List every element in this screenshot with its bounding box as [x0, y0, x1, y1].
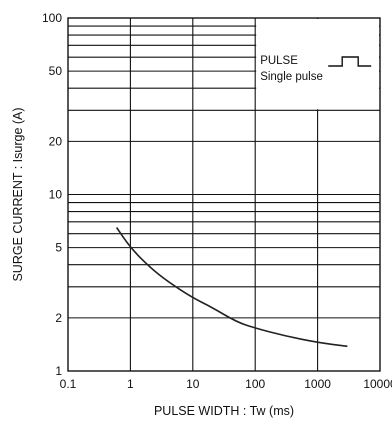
- x-axis-label: PULSE WIDTH : Tw (ms): [154, 404, 294, 418]
- x-tick-label: 1000: [304, 377, 331, 391]
- legend-subtitle: Single pulse: [260, 71, 323, 83]
- y-axis-label: SURGE CURRENT : Isurge (A): [11, 107, 25, 281]
- y-tick-label: 2: [55, 311, 62, 325]
- legend-title: PULSE: [260, 55, 298, 67]
- y-tick-label: 50: [49, 64, 63, 78]
- x-tick-label: 0.1: [60, 377, 77, 391]
- legend: PULSE Single pulse: [256, 19, 379, 110]
- series-layer: [115, 227, 348, 348]
- x-tick-label: 10: [186, 377, 200, 391]
- y-tick-label: 20: [49, 134, 63, 148]
- plot-frame: [67, 17, 381, 372]
- y-tick-label: 10: [49, 188, 63, 202]
- x-tick-label: 1: [127, 377, 134, 391]
- tick-labels: 0.1110100100010000125102050100: [42, 11, 392, 391]
- y-tick-label: 100: [42, 11, 62, 25]
- y-tick-label: 5: [55, 241, 62, 255]
- surge-current-curve: [115, 227, 348, 348]
- x-tick-label: 100: [245, 377, 265, 391]
- y-tick-label: 1: [55, 364, 62, 378]
- pulse-symbol-icon: [328, 56, 372, 67]
- x-tick-label: 10000: [363, 377, 392, 391]
